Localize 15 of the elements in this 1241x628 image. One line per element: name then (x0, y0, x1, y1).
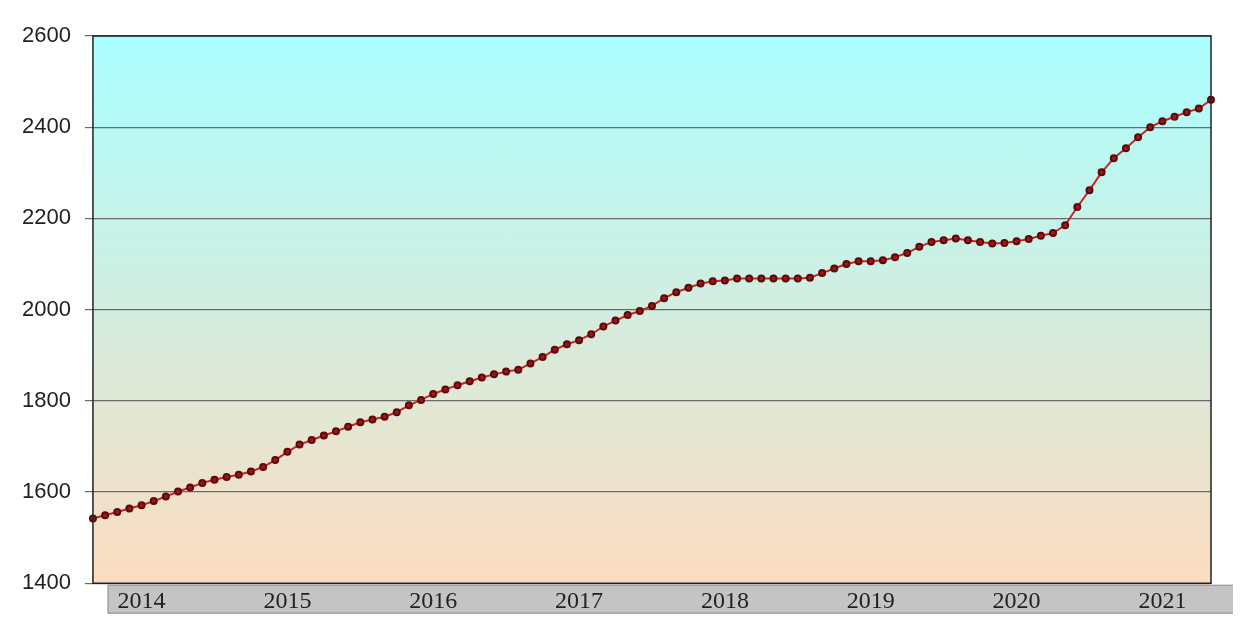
y-tick-label: 2000 (21, 295, 71, 321)
y-tick-label: 1400 (21, 569, 71, 595)
x-tick-label: 2018 (700, 586, 749, 613)
y-tick-label: 1600 (21, 478, 71, 504)
y-tick-label: 2400 (21, 113, 71, 139)
x-tick-label: 2017 (555, 586, 604, 613)
y-tick-label: 2200 (21, 204, 71, 230)
x-tick-label: 2019 (846, 586, 895, 613)
x-tick-label: 2014 (117, 586, 166, 613)
x-tick-label: 2016 (409, 586, 458, 613)
y-tick-label: 1800 (21, 386, 71, 412)
x-tick-label: 2021 (1138, 586, 1187, 613)
x-tick-label: 2020 (992, 586, 1041, 613)
x-tick-label: 2015 (263, 586, 312, 613)
y-tick-label: 2600 (21, 22, 71, 48)
